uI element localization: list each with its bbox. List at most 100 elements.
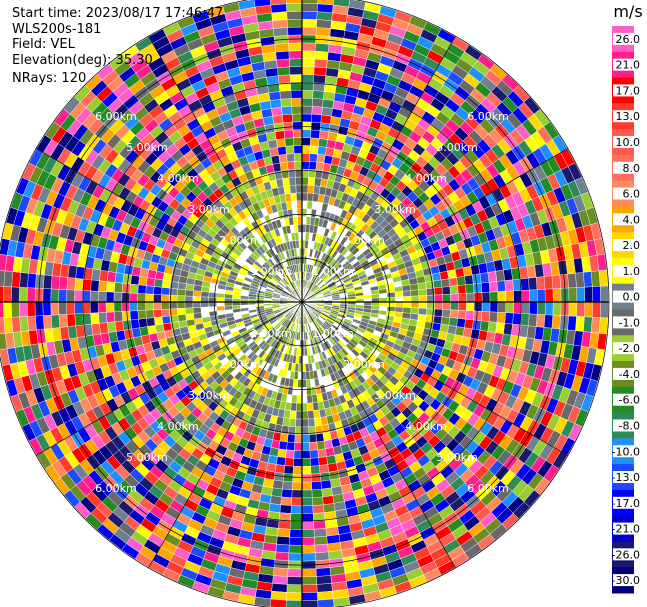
velocity-gate [301,521,315,530]
velocity-gate [387,301,396,308]
velocity-gate [296,402,303,412]
velocity-gate [301,26,317,36]
velocity-gate [434,301,443,310]
range-ring-label: 4.00km [405,420,447,433]
velocity-gate [224,301,233,307]
velocity-gate [448,317,458,327]
velocity-gate [301,568,317,578]
velocity-gate [277,146,287,156]
velocity-gate [161,301,170,310]
velocity-gate [272,575,288,585]
velocity-gate [315,161,325,171]
velocity-gate [176,295,186,303]
velocity-gate [208,292,218,298]
velocity-gates [0,0,610,607]
range-ring-label: 5.00km [126,141,168,154]
velocity-gate [288,544,303,554]
velocity-gate [273,567,289,577]
velocity-gate [296,208,303,217]
velocity-gate [291,113,303,123]
velocity-gate [567,273,577,289]
velocity-gate [301,208,308,217]
velocity-gate [521,301,530,315]
velocity-gate [316,153,326,164]
velocity-gate [295,176,303,186]
velocity-gate [301,497,313,507]
velocity-gate [301,176,309,186]
velocity-gate [301,192,308,202]
velocity-gate [433,279,443,289]
velocity-gate [301,371,307,380]
velocity-gate [221,329,232,338]
velocity-gate [301,58,315,67]
velocity-gate [598,269,609,287]
velocity-gate [122,319,132,331]
velocity-gate [363,294,372,299]
velocity-gate [290,505,303,515]
velocity-gate [309,449,319,459]
velocity-gate [301,66,315,75]
velocity-gate [568,301,578,317]
velocity-gate [409,283,419,291]
colorbar-tick-label: -2.0 [619,342,640,355]
velocity-gate [301,529,315,538]
velocity-gate [279,433,289,443]
velocity-gate [208,301,217,308]
velocity-gate [315,433,325,443]
velocity-gate [58,289,67,303]
velocity-gate [273,472,285,482]
velocity-gate [271,106,283,117]
velocity-gate [379,301,388,307]
velocity-gate [272,114,284,125]
velocity-gate [316,440,326,451]
velocity-gate [289,537,303,546]
velocity-gate [294,153,303,162]
velocity-gate [410,301,420,309]
velocity-gate [184,301,194,309]
velocity-gate [289,74,303,83]
velocity-gate [280,496,292,506]
velocity-gate [293,145,303,154]
velocity-gate [418,295,428,303]
velocity-gate [310,473,322,483]
velocity-gate [487,321,498,333]
velocity-gate [121,282,131,294]
velocity-gate [291,97,303,107]
velocity-gate [307,418,316,428]
velocity-gate [113,282,123,293]
velocity-gate [568,287,578,303]
colorbar-tick-label: -30.0 [612,574,640,587]
velocity-gate [284,457,294,467]
velocity-gate [311,488,323,498]
velocity-gate [11,271,21,288]
velocity-gate [301,184,309,194]
velocity-gate [3,270,14,287]
velocity-gate [504,279,514,292]
velocity-gate [310,457,320,467]
velocity-gate [402,296,412,303]
velocity-gate [74,289,83,303]
velocity-gate [3,317,14,334]
velocity-gate [439,270,450,281]
velocity-gate [176,307,186,316]
velocity-gate [291,481,303,491]
velocity-gate [270,154,281,165]
velocity-gate [544,288,554,303]
range-ring-label: 3.00km [188,389,230,402]
velocity-gate [284,193,292,203]
velocity-gate [42,274,53,290]
velocity-gate [314,551,330,562]
velocity-gate [598,317,609,335]
velocity-gate [274,551,290,562]
velocity-gate [371,293,380,299]
velocity-gate [489,301,499,313]
velocity-gate [520,278,530,291]
velocity-gate [481,291,491,303]
velocity-gate [98,312,108,324]
velocity-gate [448,277,458,287]
velocity-gate [456,276,466,286]
velocity-gate [129,283,139,294]
velocity-gate [301,505,314,515]
range-ring-label: 6.00km [467,482,509,495]
velocity-gate [310,465,321,475]
